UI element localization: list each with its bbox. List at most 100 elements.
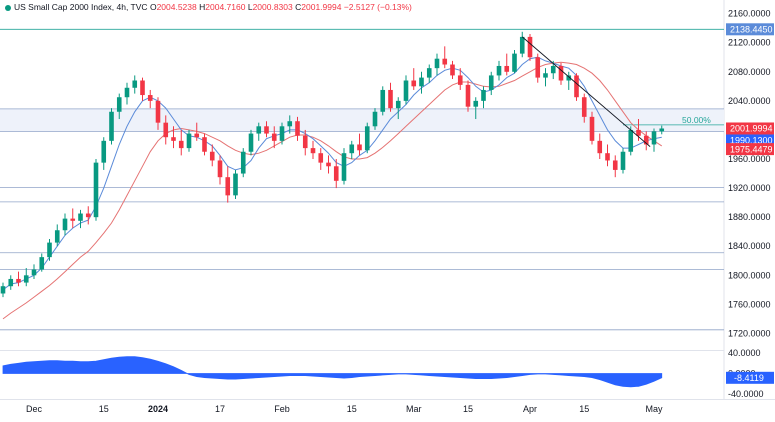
candle-body (233, 173, 238, 196)
candle-body (0, 286, 6, 294)
close-label: C (295, 2, 302, 12)
candle-body (240, 151, 246, 174)
candle-body (287, 121, 293, 127)
price-tag-bg (726, 23, 774, 36)
candle-body (357, 144, 362, 151)
candle-body (364, 126, 370, 151)
candle-body (395, 100, 401, 109)
candle-body (581, 97, 587, 117)
candle-body (132, 80, 138, 88)
candle-body (209, 151, 215, 161)
open-value: 2004.5238 (156, 2, 197, 12)
candle-body (473, 100, 479, 107)
candle-body (178, 140, 184, 149)
candle-body (23, 275, 29, 283)
close-value: 2001.9994 (301, 2, 342, 12)
candle-body (636, 129, 641, 136)
candle-body (558, 65, 564, 81)
y-tick-label: 1880.0000 (728, 212, 771, 222)
candle-body (194, 133, 200, 138)
candle-body (612, 160, 618, 170)
high-label: H (199, 2, 206, 12)
x-tick-label: 15 (579, 404, 589, 414)
candle-body (543, 73, 548, 78)
candle-body (47, 242, 52, 258)
candle-body (295, 121, 300, 136)
y-tick-label: 2080.0000 (728, 67, 771, 77)
x-tick-label: 2024 (148, 404, 168, 414)
candle-body (248, 133, 254, 152)
candle-body (70, 218, 76, 221)
candle-body (140, 80, 145, 96)
candle-body (589, 116, 595, 141)
y-tick-label: 2160.0000 (728, 9, 771, 19)
candle-body (171, 137, 176, 141)
candle-body (535, 57, 541, 78)
y-tick-label: 1920.0000 (728, 183, 771, 193)
candle-body (186, 133, 192, 149)
price-tag-bg (726, 122, 774, 135)
candle-body (496, 65, 502, 76)
open-label: O (149, 2, 157, 12)
candle-body (628, 129, 634, 152)
candle-body (605, 153, 610, 161)
candle-body (78, 213, 83, 221)
candle-body (279, 126, 285, 141)
candle-body (225, 177, 231, 196)
candle-body (380, 89, 386, 112)
x-tick-label: Feb (274, 404, 290, 414)
y-tick-label: 2120.0000 (728, 38, 771, 48)
x-tick-label: 15 (463, 404, 473, 414)
fib-50-label: 50.00% (682, 115, 711, 125)
low-value: 2000.8303 (252, 2, 293, 12)
candle-body (39, 257, 45, 270)
y-tick-label: 1960.0000 (728, 154, 771, 164)
low-label: L (247, 2, 253, 12)
price-tag-label: 2138.4450 (730, 25, 773, 35)
candle-body (527, 36, 533, 58)
candle-body (651, 131, 657, 145)
price-tag-label: 2001.9994 (730, 124, 773, 134)
oscillator-area (2, 356, 663, 388)
change-value: −2.5127 (−0.13%) (343, 2, 412, 12)
candle-body (326, 162, 331, 167)
candle-body (597, 140, 603, 154)
candle-body (302, 135, 308, 149)
candle-body (519, 36, 525, 54)
candle-body (85, 213, 91, 218)
y-tick-label: 1800.0000 (728, 270, 771, 280)
y-tick-label: 2040.0000 (728, 96, 771, 106)
candle-body (419, 77, 424, 87)
high-value: 2004.7160 (205, 2, 246, 12)
candle-body (93, 162, 99, 218)
osc-last-tag-bg (726, 371, 774, 384)
candle-body (264, 126, 269, 134)
candle-body (124, 87, 130, 98)
price-tag-bg (726, 143, 774, 156)
candle-body (8, 278, 14, 287)
candle-body (450, 64, 455, 76)
x-tick-label: 17 (215, 404, 225, 414)
y-tick-label: 1760.0000 (728, 299, 771, 309)
candle-body (457, 75, 463, 85)
candle-body (465, 84, 471, 107)
candle-body (550, 65, 556, 74)
symbol-title: US Small Cap 2000 Index, 4h, TVC (14, 2, 148, 12)
candle-body (147, 95, 153, 101)
candle-body (116, 97, 122, 112)
candle-body (31, 269, 37, 276)
candle-body (155, 100, 161, 123)
price-tag-label: 1990.1300 (730, 136, 773, 146)
ma-fast-line (2, 56, 662, 291)
candle-body (163, 122, 169, 138)
candle-body (256, 126, 262, 134)
candles-group (0, 31, 665, 298)
candle-body (202, 137, 207, 152)
candle-body (488, 75, 494, 90)
candle-body (217, 160, 223, 178)
candle-body (566, 75, 572, 81)
x-tick-label: Apr (523, 404, 537, 414)
candle-body (481, 89, 486, 101)
